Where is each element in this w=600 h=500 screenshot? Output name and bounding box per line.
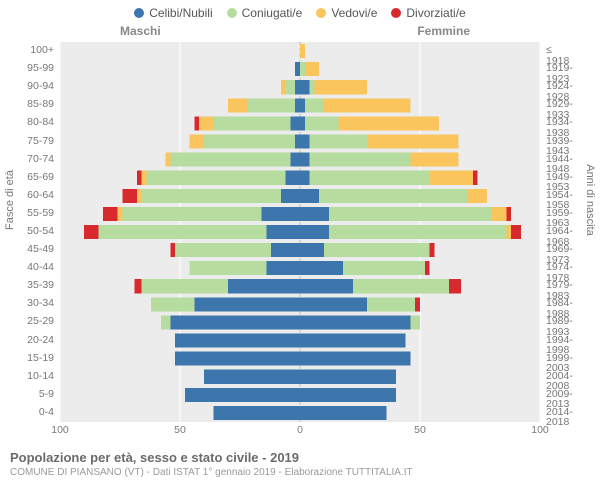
age-label: 80-84	[4, 117, 54, 128]
chart-subtitle: COMUNE DI PIANSANO (VT) - Dati ISTAT 1° …	[10, 467, 590, 478]
age-label: 35-39	[4, 280, 54, 291]
header-female: Femmine	[417, 24, 470, 38]
y-axis-title-left: Fasce di età	[4, 170, 16, 230]
legend-swatch	[391, 8, 401, 18]
legend-item: Coniugati/e	[227, 6, 303, 20]
header-male: Maschi	[120, 24, 161, 38]
chart-title: Popolazione per età, sesso e stato civil…	[10, 450, 590, 465]
legend-swatch	[227, 8, 237, 18]
legend-label: Vedovi/e	[331, 6, 377, 20]
legend-label: Coniugati/e	[242, 6, 303, 20]
y-axis-title-right: Anni di nascita	[584, 164, 596, 236]
legend-swatch	[134, 8, 144, 18]
age-label: 90-94	[4, 81, 54, 92]
age-label: 25-29	[4, 316, 54, 327]
legend-label: Celibi/Nubili	[149, 6, 212, 20]
x-tick-label: 50	[414, 424, 426, 436]
legend-item: Divorziati/e	[391, 6, 465, 20]
legend-item: Celibi/Nubili	[134, 6, 212, 20]
x-tick-label: 50	[174, 424, 186, 436]
age-label: 15-19	[4, 353, 54, 364]
x-axis-ticks: 10050050100	[60, 422, 540, 438]
pyramid-svg	[60, 42, 540, 422]
age-label: 30-34	[4, 298, 54, 309]
age-label: 95-99	[4, 63, 54, 74]
birth-label: 1959-1963	[546, 208, 573, 229]
age-label: 0-4	[4, 407, 54, 418]
age-label: 10-14	[4, 371, 54, 382]
age-label: 75-79	[4, 136, 54, 147]
age-label: 40-44	[4, 262, 54, 273]
pyramid-plot: 0-42014-20185-92009-201310-142004-200815…	[60, 42, 540, 422]
birth-label: ≤ 1918	[546, 45, 569, 66]
gender-headers: Maschi Femmine	[60, 24, 540, 42]
chart-footer: Popolazione per età, sesso e stato civil…	[10, 450, 590, 478]
age-label: 85-89	[4, 99, 54, 110]
x-tick-label: 0	[297, 424, 303, 436]
x-tick-label: 100	[51, 424, 69, 436]
age-label: 20-24	[4, 335, 54, 346]
legend-swatch	[316, 8, 326, 18]
age-label: 45-49	[4, 244, 54, 255]
age-label: 70-74	[4, 154, 54, 165]
legend-label: Divorziati/e	[406, 6, 465, 20]
birth-label: 1964-1968	[546, 226, 573, 247]
birth-label: 2014-2018	[546, 407, 573, 428]
age-label: 5-9	[4, 389, 54, 400]
age-label: 100+	[4, 45, 54, 56]
legend: Celibi/Nubili Coniugati/e Vedovi/e Divorzia…	[0, 0, 600, 20]
legend-item: Vedovi/e	[316, 6, 377, 20]
x-tick-label: 100	[531, 424, 549, 436]
